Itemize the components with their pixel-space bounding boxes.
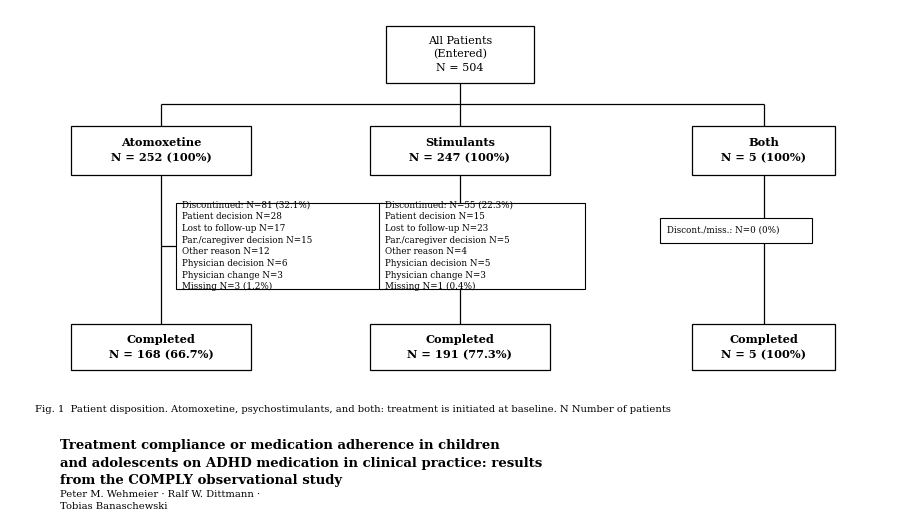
FancyBboxPatch shape <box>379 203 584 289</box>
FancyBboxPatch shape <box>72 324 250 370</box>
Text: Atomoxetine
N = 252 (100%): Atomoxetine N = 252 (100%) <box>110 137 211 163</box>
Text: Peter M. Wehmeier · Ralf W. Dittmann ·
Tobias Banaschewski: Peter M. Wehmeier · Ralf W. Dittmann · T… <box>60 490 260 511</box>
Text: All Patients
(Entered)
N = 504: All Patients (Entered) N = 504 <box>427 36 492 73</box>
FancyBboxPatch shape <box>369 126 549 175</box>
Text: Both
N = 5 (100%): Both N = 5 (100%) <box>720 137 805 163</box>
Text: Discontinued: N=81 (32.1%)
Patient decision N=28
Lost to follow-up N=17
Par./car: Discontinued: N=81 (32.1%) Patient decis… <box>182 200 312 292</box>
Text: Discontinued: N=55 (22.3%)
Patient decision N=15
Lost to follow-up N=23
Par./car: Discontinued: N=55 (22.3%) Patient decis… <box>385 200 513 292</box>
FancyBboxPatch shape <box>176 203 381 289</box>
Text: Completed
N = 168 (66.7%): Completed N = 168 (66.7%) <box>108 334 213 360</box>
FancyBboxPatch shape <box>72 126 250 175</box>
FancyBboxPatch shape <box>386 26 533 83</box>
FancyBboxPatch shape <box>691 126 834 175</box>
Text: Completed
N = 5 (100%): Completed N = 5 (100%) <box>720 334 805 360</box>
Text: Completed
N = 191 (77.3%): Completed N = 191 (77.3%) <box>407 334 512 360</box>
FancyBboxPatch shape <box>660 218 811 243</box>
Text: Treatment compliance or medication adherence in children
and adolescents on ADHD: Treatment compliance or medication adher… <box>60 439 541 487</box>
FancyBboxPatch shape <box>691 324 834 370</box>
Text: Stimulants
N = 247 (100%): Stimulants N = 247 (100%) <box>409 137 510 163</box>
Text: Fig. 1  Patient disposition. Atomoxetine, psychostimulants, and both: treatment : Fig. 1 Patient disposition. Atomoxetine,… <box>35 405 670 414</box>
FancyBboxPatch shape <box>369 324 549 370</box>
Text: Discont./miss.: N=0 (0%): Discont./miss.: N=0 (0%) <box>666 226 778 235</box>
